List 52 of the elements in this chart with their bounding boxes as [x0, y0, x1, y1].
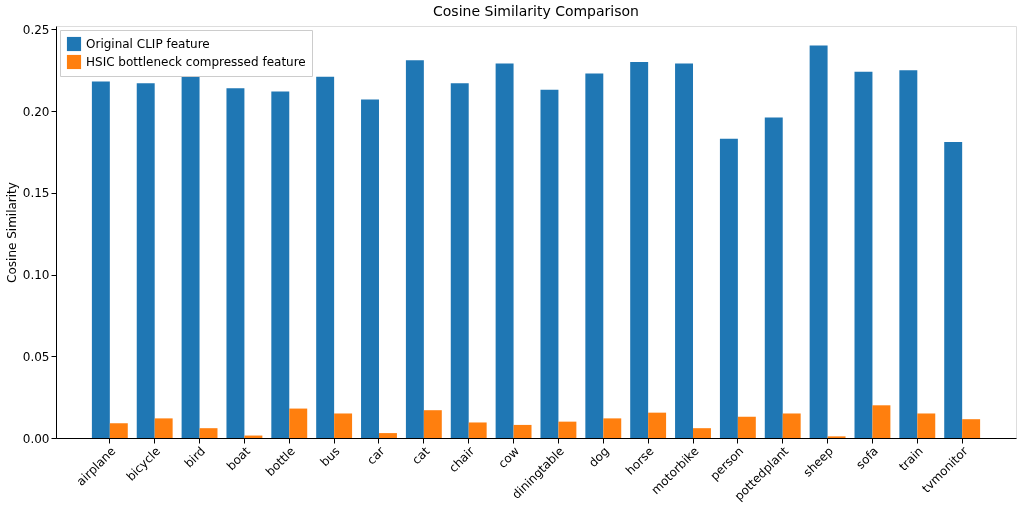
x-tick-label: car	[364, 444, 388, 468]
bar	[154, 418, 173, 438]
y-tick-label: 0.05	[22, 349, 50, 364]
bar	[872, 405, 891, 438]
bar	[558, 421, 577, 438]
bar	[648, 412, 667, 438]
bar	[854, 71, 873, 438]
bar	[782, 413, 801, 438]
bar	[334, 413, 353, 438]
bar	[136, 83, 155, 438]
bar	[423, 410, 442, 438]
bar	[289, 408, 308, 438]
bar	[917, 413, 936, 438]
x-tick-label: dog	[585, 444, 612, 470]
x-tick-label: bus	[317, 444, 343, 470]
bar	[630, 61, 649, 438]
bar	[316, 76, 335, 438]
x-tick-label: cat	[409, 443, 433, 468]
bar	[809, 45, 828, 438]
bar	[450, 83, 469, 438]
bar	[585, 73, 604, 438]
bar	[226, 88, 245, 438]
bar	[361, 99, 379, 438]
y-tick-label: 0.20	[22, 104, 50, 119]
y-axis-title: Cosine Similarity	[4, 182, 19, 283]
bar	[675, 63, 694, 438]
y-tick-label: 0.15	[22, 186, 50, 201]
bar	[405, 60, 424, 438]
bar	[962, 419, 981, 438]
legend-label: HSIC bottleneck compressed feature	[86, 55, 306, 69]
bar	[378, 433, 397, 438]
bar	[109, 423, 128, 438]
bar	[899, 70, 918, 438]
bar	[271, 91, 290, 438]
bar	[468, 422, 487, 438]
bar	[764, 117, 783, 438]
bar	[495, 63, 514, 438]
legend-label: Original CLIP feature	[86, 37, 210, 51]
bar	[199, 428, 218, 438]
chart-title: Cosine Similarity Comparison	[433, 3, 639, 20]
bar	[603, 418, 622, 438]
bar	[693, 428, 711, 438]
bar	[91, 81, 110, 438]
y-tick-label: 0.10	[22, 268, 50, 283]
bar	[944, 142, 963, 438]
bar	[540, 89, 559, 438]
bar	[719, 138, 738, 438]
y-tick-label: 0.25	[22, 22, 50, 37]
bar	[737, 416, 756, 438]
y-tick-label: 0.00	[22, 431, 50, 446]
bar	[513, 424, 532, 438]
bar	[181, 75, 200, 438]
